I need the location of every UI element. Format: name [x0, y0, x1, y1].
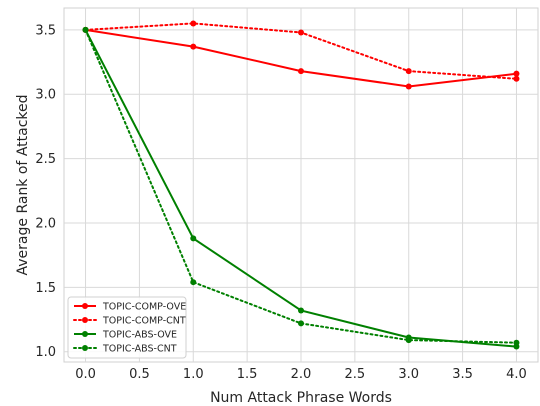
x-tick-label: 0.0: [75, 367, 96, 382]
data-point: [298, 29, 304, 36]
legend-box: [67, 296, 187, 359]
y-tick-label: 2.5: [35, 152, 56, 167]
data-point: [82, 26, 89, 33]
legend-label: TOPIC-ABS-CNT: [102, 344, 177, 355]
x-tick-label: 3.5: [452, 367, 473, 382]
data-point: [405, 68, 412, 75]
data-point: [190, 235, 197, 242]
y-tick-labels: 1.0 1.5 2.0 2.5 3.0 3.5: [35, 23, 56, 360]
x-tick-label: 2.0: [291, 367, 312, 382]
y-tick-label: 2.0: [35, 216, 56, 231]
x-tick-label: 2.5: [345, 367, 366, 382]
data-point: [513, 70, 520, 77]
y-tick-label: 3.0: [35, 88, 56, 103]
legend-label: TOPIC-COMP-CNT: [102, 316, 186, 327]
data-point: [513, 339, 520, 346]
y-axis-label: Average Rank of Attacked: [15, 94, 31, 275]
series-lines: [82, 20, 520, 350]
x-axis-label: Num Attack Phrase Words: [210, 390, 392, 406]
x-tick-label: 0.5: [129, 367, 150, 382]
x-tick-label: 3.0: [398, 367, 419, 382]
legend-label: TOPIC-COMP-OVE: [102, 302, 186, 313]
data-point: [405, 83, 412, 90]
data-point: [190, 43, 197, 50]
data-point: [190, 279, 197, 286]
data-point: [298, 68, 304, 75]
y-tick-label: 3.5: [35, 23, 56, 38]
x-tick-label: 4.0: [506, 367, 527, 382]
legend-label: TOPIC-ABS-OVE: [102, 330, 177, 341]
legend-marker: [82, 345, 88, 351]
y-tick-label: 1.0: [35, 345, 56, 360]
data-point: [513, 75, 520, 82]
legend-marker: [82, 303, 88, 309]
data-point: [298, 320, 304, 327]
legend-marker: [82, 331, 88, 337]
data-point: [405, 337, 412, 344]
x-tick-label: 1.0: [183, 367, 204, 382]
legend-marker: [82, 317, 88, 323]
y-tick-label: 1.5: [35, 281, 56, 296]
legend: TOPIC-COMP-OVE TOPIC-COMP-CNT TOPIC-ABS-OV…: [67, 296, 187, 359]
x-tick-label: 1.5: [237, 367, 258, 382]
data-point: [298, 307, 304, 314]
x-tick-labels: 0.0 0.5 1.0 1.5 2.0 2.5 3.0 3.5 4.0: [75, 367, 527, 382]
data-point: [190, 20, 197, 27]
